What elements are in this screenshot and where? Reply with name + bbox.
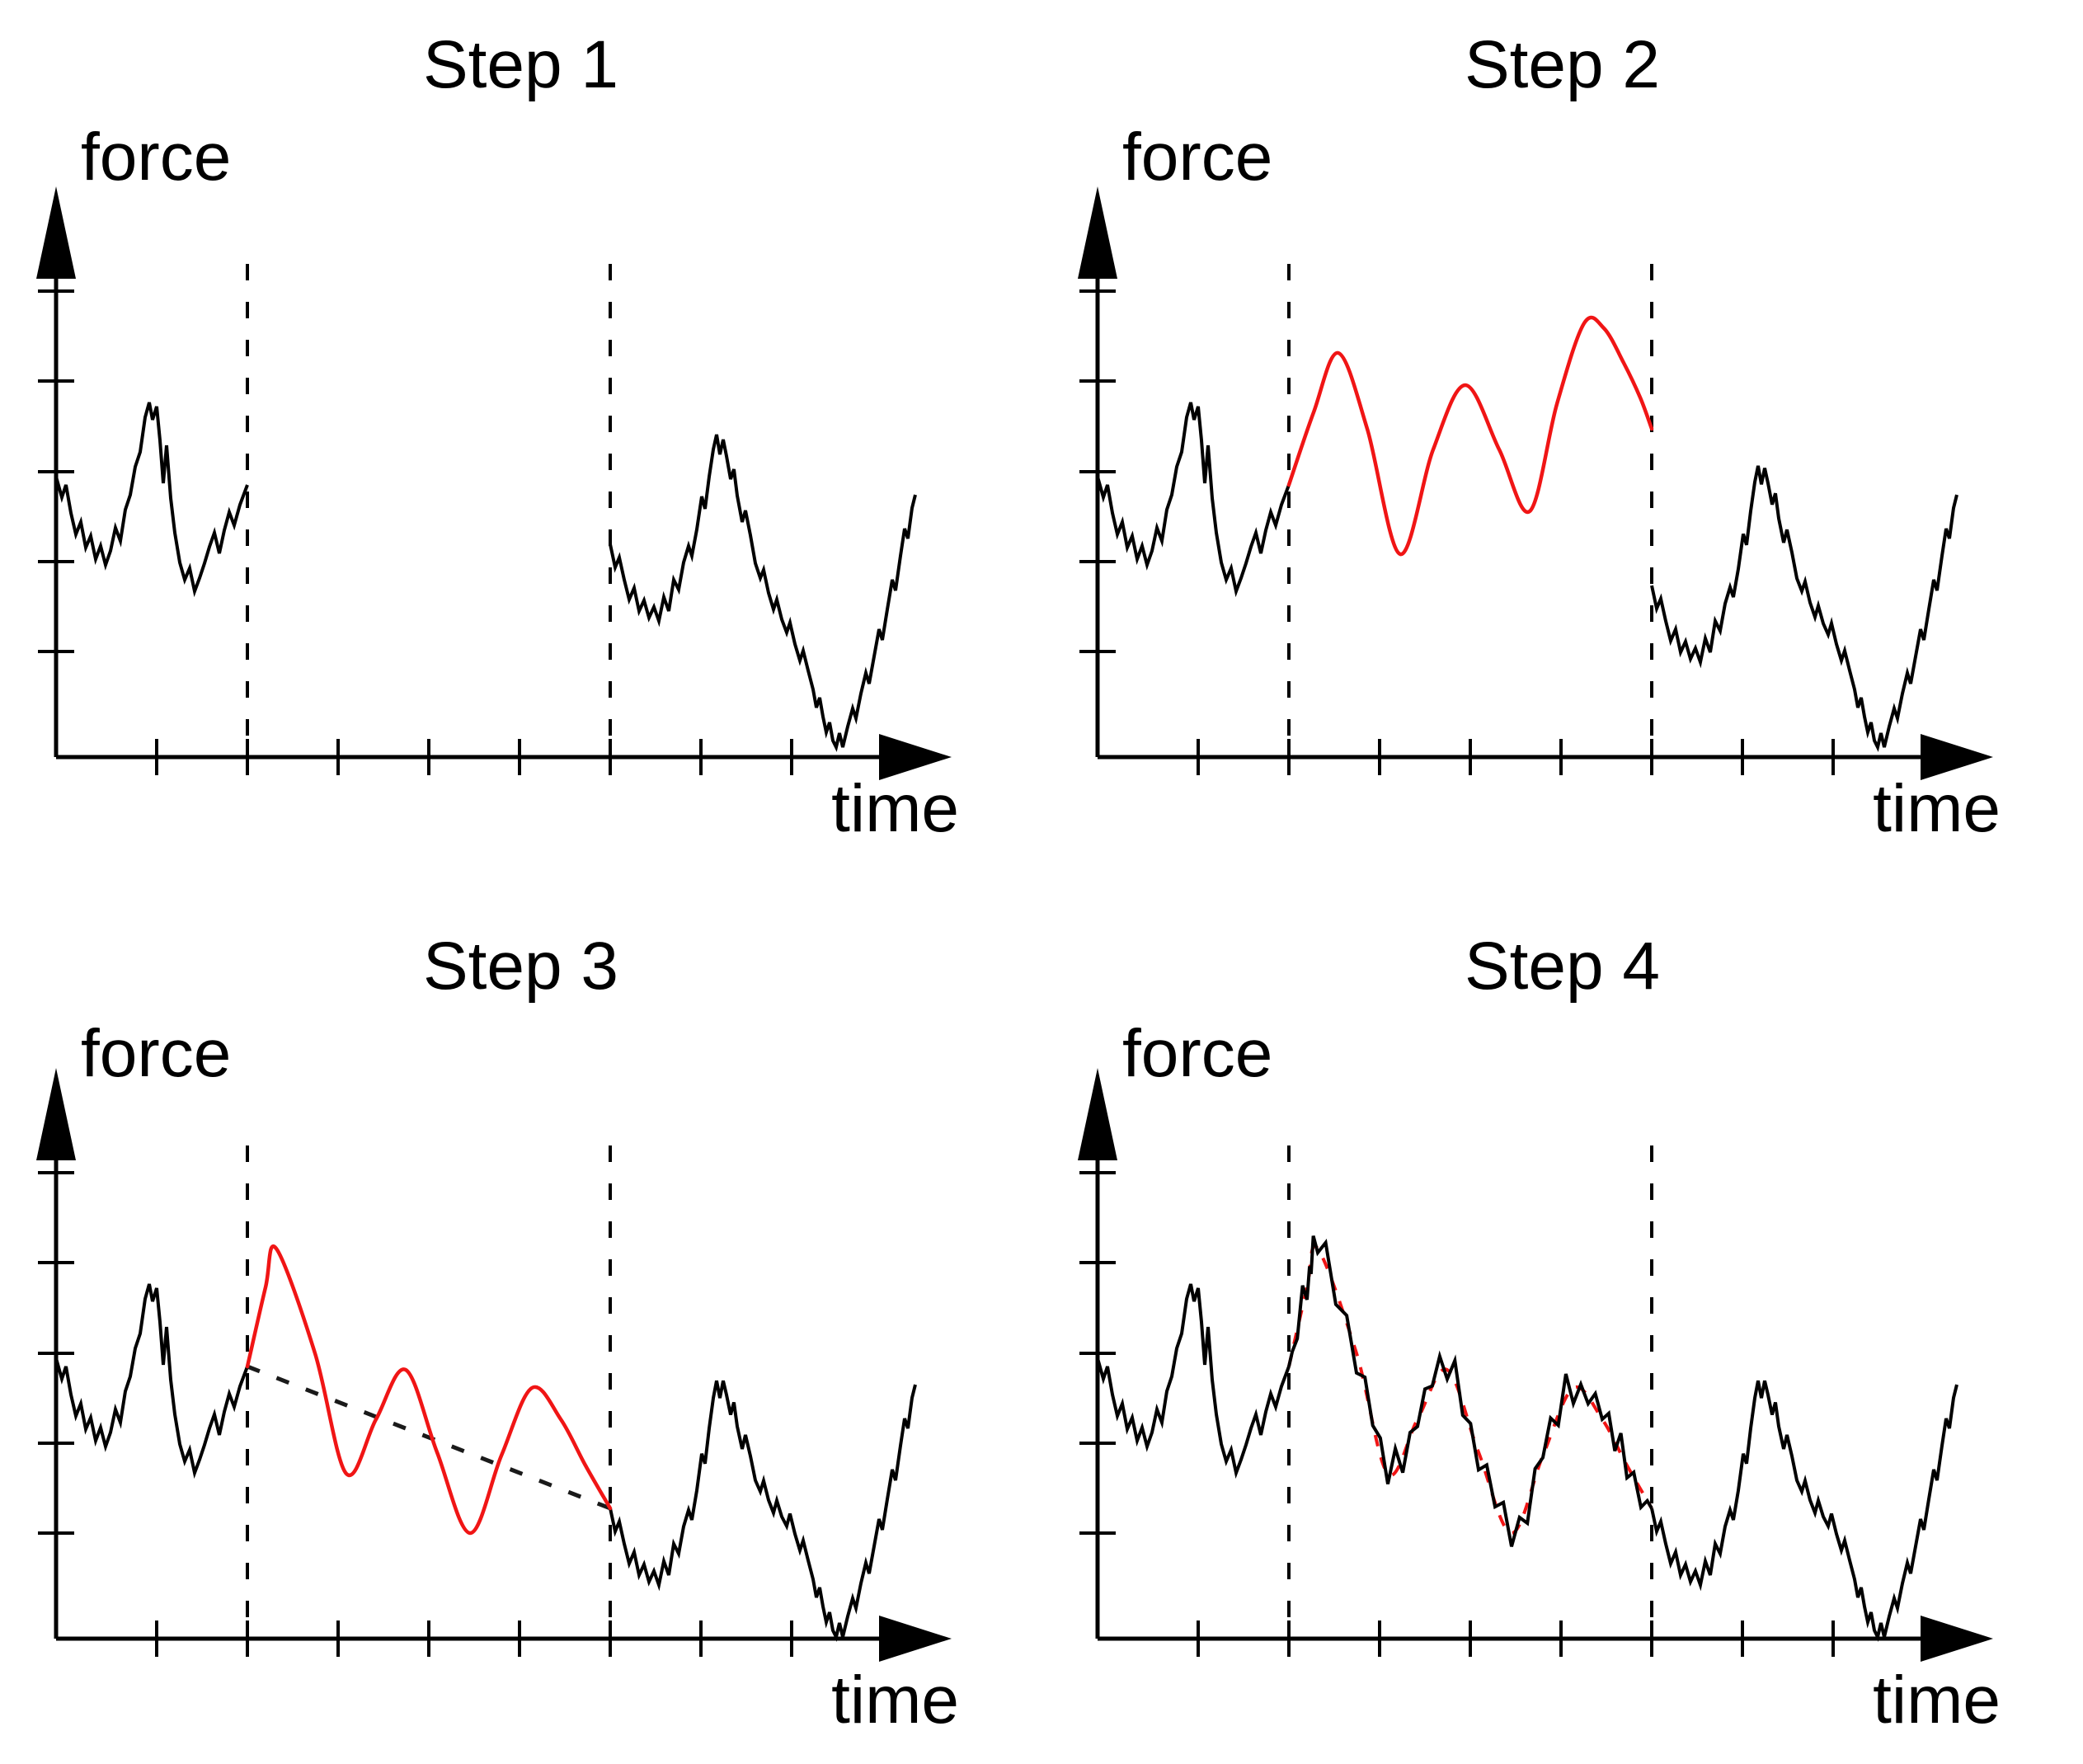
x-axis-label: time: [831, 771, 959, 846]
x-axis: [1098, 734, 1993, 780]
x-axis-label: time: [1873, 1663, 2001, 1738]
y-axis-label: force: [1122, 120, 1273, 195]
x-axis-arrow-icon: [879, 1616, 952, 1662]
panel-step-2: Step 2 force time: [1042, 0, 2083, 882]
y-axis: [36, 186, 76, 757]
y-axis-arrow-icon: [1078, 186, 1117, 279]
panel-step-3: Step 3 force time: [0, 882, 1042, 1763]
series-measured-signal-right: [609, 434, 917, 752]
series-oscillation-guide: [1287, 1244, 1653, 1535]
step-4-plot-svg: [1078, 1068, 1993, 1662]
series-measured-signal-left: [54, 402, 249, 598]
y-axis-label: force: [1122, 1016, 1273, 1091]
x-axis: [56, 734, 952, 780]
panel-step-1: Step 1 force time: [0, 0, 1042, 882]
gap-markers: [1287, 1145, 1653, 1639]
series-fitted-oscillation: [1286, 315, 1654, 557]
step-3-plot-svg: [36, 1068, 952, 1662]
x-axis-label: time: [831, 1663, 959, 1738]
series-synthetic-fill-signal: [1287, 1235, 1653, 1547]
x-axis: [1098, 1616, 1993, 1662]
y-axis-label: force: [81, 1016, 232, 1091]
x-axis-arrow-icon: [879, 734, 952, 780]
x-axis-arrow-icon: [1921, 734, 1993, 780]
y-axis-arrow-icon: [36, 186, 76, 279]
series-detrended-oscillation: [245, 1244, 613, 1536]
series-measured-signal-left: [54, 1283, 249, 1479]
step-1-plot-svg: [36, 186, 952, 780]
y-axis-label: force: [81, 120, 232, 195]
x-axis: [56, 1616, 952, 1662]
series-measured-signal-right: [1650, 1380, 1958, 1642]
panel-title: Step 1: [422, 27, 619, 102]
series-measured-signal-left: [1096, 402, 1291, 598]
y-axis: [1078, 1068, 1117, 1639]
panel-title: Step 2: [1464, 27, 1661, 102]
x-axis-arrow-icon: [1921, 1616, 1993, 1662]
panel-title: Step 3: [422, 929, 619, 1004]
y-axis-arrow-icon: [1078, 1068, 1117, 1160]
series-measured-signal-right: [1650, 465, 1958, 752]
gap-markers: [246, 264, 612, 757]
y-axis-arrow-icon: [36, 1068, 76, 1160]
panel-step-4: Step 4 force time: [1042, 882, 2083, 1763]
step-2-plot-svg: [1078, 186, 1993, 780]
series-measured-signal-right: [609, 1380, 917, 1642]
x-axis-label: time: [1873, 771, 2001, 846]
series-gap-trend-line: [247, 1364, 611, 1511]
y-axis: [36, 1068, 76, 1639]
gap-markers: [1287, 264, 1653, 757]
series-measured-signal-left: [1096, 1283, 1291, 1479]
y-axis: [1078, 186, 1117, 757]
panel-title: Step 4: [1464, 929, 1661, 1004]
gap-markers: [246, 1145, 612, 1639]
